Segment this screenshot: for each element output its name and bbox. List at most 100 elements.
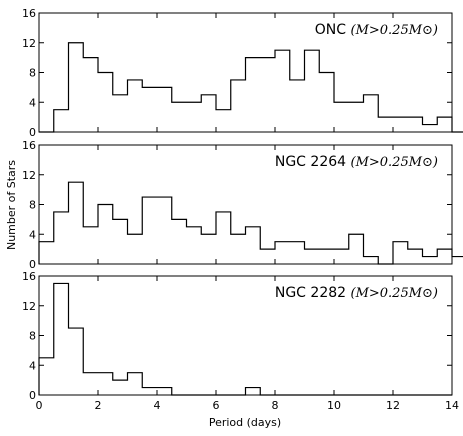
histogram-bar bbox=[452, 257, 463, 264]
x-tick-label: 2 bbox=[95, 399, 102, 412]
histogram-bar bbox=[305, 50, 320, 132]
x-tick-label: 6 bbox=[213, 399, 220, 412]
histogram-bar bbox=[69, 43, 84, 132]
panel-3: 0 4 8 12 16 0 2 4 6 8 10 12 14 NGC 2282 (M>0.25M⊙) bbox=[22, 270, 459, 412]
histogram-bar bbox=[246, 227, 261, 264]
histogram-bar bbox=[290, 80, 305, 132]
histogram-bar bbox=[349, 234, 364, 264]
histogram-outline bbox=[38, 181, 463, 265]
y-tick-label: 4 bbox=[29, 359, 36, 372]
y-tick-label: 12 bbox=[22, 37, 36, 50]
histogram-bar bbox=[290, 242, 305, 264]
histogram-bar bbox=[378, 117, 393, 132]
histogram-bar bbox=[39, 242, 54, 264]
x-tick-label: 0 bbox=[36, 399, 43, 412]
histogram-bar bbox=[423, 125, 438, 132]
y-tick-label: 8 bbox=[29, 67, 36, 80]
histogram-bar bbox=[172, 102, 187, 132]
y-tick-label: 16 bbox=[22, 139, 36, 152]
x-axis-label: Period (days) bbox=[209, 416, 281, 429]
histogram-bar bbox=[157, 197, 172, 264]
histogram-bar bbox=[393, 242, 408, 264]
histogram-bar bbox=[437, 117, 452, 132]
panel-label: ONC (M>0.25M⊙) bbox=[315, 22, 438, 38]
histogram-bar bbox=[54, 212, 69, 264]
histogram-bar bbox=[408, 249, 423, 264]
histogram-bar bbox=[334, 102, 349, 132]
y-tick-label: 8 bbox=[29, 199, 36, 212]
histogram-bar bbox=[246, 58, 261, 132]
y-tick-label: 0 bbox=[29, 258, 36, 271]
histogram-bar bbox=[201, 95, 216, 132]
histogram-bar bbox=[231, 234, 246, 264]
histogram-bar bbox=[54, 283, 69, 395]
panels: 0 4 8 12 16 ONC (M>0.25M⊙) 0 4 8 12 16 NGC 2264 (M>… bbox=[22, 7, 463, 412]
histogram-bar bbox=[187, 227, 202, 264]
y-tick-label: 16 bbox=[22, 7, 36, 20]
histogram-bar bbox=[98, 373, 113, 395]
histogram-bar bbox=[364, 257, 379, 264]
histogram-bar bbox=[319, 249, 334, 264]
histogram-bar bbox=[260, 58, 275, 132]
x-tick-label: 12 bbox=[386, 399, 400, 412]
x-tick-label: 10 bbox=[327, 399, 341, 412]
histogram-bar bbox=[54, 110, 69, 132]
x-tick-label: 14 bbox=[445, 399, 459, 412]
histogram-bar bbox=[334, 249, 349, 264]
x-tick-label: 8 bbox=[272, 399, 279, 412]
panel-label: NGC 2282 (M>0.25M⊙) bbox=[275, 285, 438, 301]
y-tick-label: 4 bbox=[29, 96, 36, 109]
panel-label: NGC 2264 (M>0.25M⊙) bbox=[275, 154, 438, 170]
histogram-bar bbox=[216, 110, 231, 132]
y-tick-label: 8 bbox=[29, 330, 36, 343]
histogram-bar bbox=[142, 197, 157, 264]
histogram-bar bbox=[83, 373, 98, 395]
histogram-bar bbox=[408, 117, 423, 132]
histogram-bar bbox=[275, 242, 290, 264]
histogram-bar bbox=[349, 102, 364, 132]
histogram-bar bbox=[98, 73, 113, 133]
histogram-bar bbox=[128, 234, 143, 264]
y-tick-label: 12 bbox=[22, 169, 36, 182]
histogram-bar bbox=[319, 73, 334, 133]
histogram-bar bbox=[172, 219, 187, 264]
histogram-bar bbox=[231, 80, 246, 132]
histogram-bar bbox=[113, 95, 128, 132]
histogram-bar bbox=[393, 117, 408, 132]
y-tick-label: 0 bbox=[29, 389, 36, 402]
histogram-bar bbox=[69, 328, 84, 395]
histogram-bar bbox=[142, 388, 157, 395]
histogram-bar bbox=[260, 249, 275, 264]
panel-1: 0 4 8 12 16 ONC (M>0.25M⊙) bbox=[22, 7, 463, 139]
histogram-bar bbox=[83, 58, 98, 132]
histogram-bar bbox=[128, 373, 143, 395]
histogram-bar bbox=[423, 257, 438, 264]
histogram-bar bbox=[128, 80, 143, 132]
histogram-bar bbox=[113, 380, 128, 395]
histogram-bar bbox=[246, 388, 261, 395]
histogram-bar bbox=[216, 212, 231, 264]
y-tick-label: 12 bbox=[22, 300, 36, 313]
histogram-bar bbox=[201, 234, 216, 264]
y-axis-label: Number of Stars bbox=[5, 160, 18, 250]
histogram-bar bbox=[69, 182, 84, 264]
histogram-bar bbox=[305, 249, 320, 264]
histogram-bar bbox=[83, 227, 98, 264]
x-tick-label: 4 bbox=[154, 399, 161, 412]
histogram-bar bbox=[157, 388, 172, 395]
histogram-bar bbox=[142, 87, 157, 132]
histogram-bar bbox=[275, 50, 290, 132]
histogram-bar bbox=[98, 205, 113, 265]
histogram-outline bbox=[39, 42, 463, 133]
histogram-bar bbox=[39, 358, 54, 395]
histogram-bar bbox=[187, 102, 202, 132]
y-tick-label: 16 bbox=[22, 270, 36, 283]
histogram-bar bbox=[437, 249, 452, 264]
histogram-bar bbox=[157, 87, 172, 132]
histogram-bar bbox=[364, 95, 379, 132]
y-tick-label: 0 bbox=[29, 126, 36, 139]
histogram-bar bbox=[113, 219, 128, 264]
y-tick-label: 4 bbox=[29, 228, 36, 241]
panel-2: 0 4 8 12 16 NGC 2264 (M>0.25M⊙) bbox=[22, 139, 463, 271]
